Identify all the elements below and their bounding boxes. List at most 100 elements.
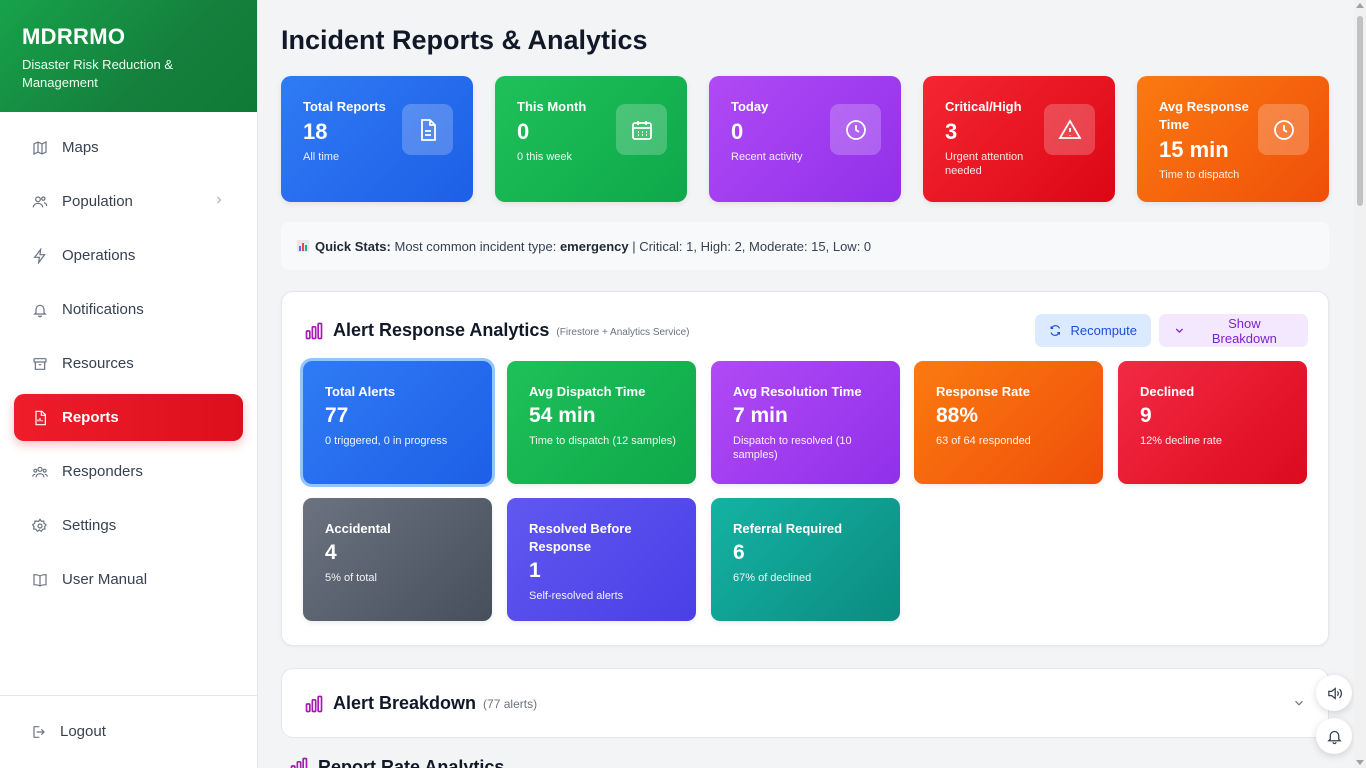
sidebar-item-label: Resources — [62, 355, 134, 372]
alert-card-total-alerts[interactable]: Total Alerts 77 0 triggered, 0 in progre… — [303, 361, 492, 484]
card-subtext: 67% of declined — [733, 572, 812, 584]
sidebar-item-settings[interactable]: Settings — [14, 502, 243, 549]
stat-label: Critical/High — [945, 99, 1022, 114]
stat-card-avg-response-time: Avg Response Time 15 min Time to dispatc… — [1137, 76, 1329, 202]
archive-icon — [32, 356, 48, 372]
sidebar-item-reports[interactable]: Reports — [14, 394, 243, 441]
panel-title: Alert Response Analytics — [333, 320, 550, 340]
scroll-up-arrow[interactable] — [1356, 3, 1364, 8]
sidebar-item-label: Reports — [62, 409, 119, 426]
quick-stats-label: Quick Stats: — [315, 239, 391, 254]
sidebar-item-responders[interactable]: Responders — [14, 448, 243, 495]
sidebar-item-label: Settings — [62, 517, 117, 534]
sidebar-item-label: Responders — [62, 463, 143, 480]
card-label: Total Alerts — [325, 384, 396, 399]
stat-value: 3 — [945, 119, 958, 144]
next-section-label: Report Rate Analytics — [318, 757, 505, 768]
map-icon — [32, 140, 48, 156]
bar-chart-icon — [305, 322, 323, 339]
clock-icon — [830, 104, 881, 155]
brand-header: MDRRMO Disaster Risk Reduction & Managem… — [0, 0, 257, 112]
scrollbar-thumb[interactable] — [1357, 16, 1363, 206]
sidebar-item-label: Notifications — [62, 301, 144, 318]
recompute-button[interactable]: Recompute — [1035, 314, 1151, 347]
brand-subtitle: Disaster Risk Reduction & Management — [22, 57, 173, 90]
sidebar-item-notifications[interactable]: Notifications — [14, 286, 243, 333]
document-icon — [402, 104, 453, 155]
card-value: 6 — [733, 541, 745, 564]
alert-card-avg-dispatch-time[interactable]: Avg Dispatch Time 54 min Time to dispatc… — [507, 361, 696, 484]
panel-header: Alert Breakdown (77 alerts) — [304, 693, 537, 714]
speaker-button[interactable] — [1316, 675, 1352, 711]
stat-label: Avg Response Time — [1159, 99, 1249, 132]
quick-stats-common-type: emergency — [559, 239, 629, 254]
card-subtext: Time to dispatch (12 samples) — [529, 435, 676, 447]
show-breakdown-button[interactable]: Show Breakdown — [1159, 314, 1308, 347]
page-title: Incident Reports & Analytics — [281, 25, 648, 55]
card-label: Resolved Before Response — [529, 521, 632, 554]
sidebar-footer: Logout — [0, 695, 257, 768]
panel-title: Alert Breakdown — [333, 693, 477, 713]
stat-subtext: Urgent attention needed — [945, 151, 1024, 177]
stat-subtext: Recent activity — [731, 151, 803, 163]
alert-card-declined[interactable]: Declined 9 12% decline rate — [1118, 361, 1307, 484]
card-value: 7 min — [733, 404, 788, 427]
chart-icon — [297, 240, 309, 252]
sidebar-item-maps[interactable]: Maps — [14, 124, 243, 171]
sidebar-item-label: Maps — [62, 139, 99, 156]
card-label: Response Rate — [936, 384, 1030, 399]
sidebar-item-label: Population — [62, 193, 133, 210]
stat-value: 0 — [517, 119, 530, 144]
refresh-icon — [1050, 325, 1061, 336]
card-value: 54 min — [529, 404, 596, 427]
panel-source-tag: (Firestore + Analytics Service) — [556, 326, 690, 338]
sidebar-item-resources[interactable]: Resources — [14, 340, 243, 387]
quick-stats-prefix: Most common incident type: — [394, 239, 560, 254]
bell-icon — [1326, 730, 1342, 744]
card-label: Avg Resolution Time — [733, 384, 862, 399]
stat-card-critical-high: Critical/High 3 Urgent attention needed — [923, 76, 1115, 202]
logout-button[interactable]: Logout — [30, 723, 106, 740]
sidebar-item-operations[interactable]: Operations — [14, 232, 243, 279]
gear-icon — [32, 517, 48, 534]
clock-icon — [1258, 104, 1309, 155]
panel-header: Alert Response Analytics (Firestore + An… — [304, 320, 690, 341]
calendar-icon — [616, 104, 667, 155]
card-subtext: Self-resolved alerts — [529, 590, 624, 602]
logout-label: Logout — [60, 723, 106, 740]
warning-icon — [1044, 104, 1095, 155]
stat-card-this-month: This Month 0 0 this week — [495, 76, 687, 202]
stat-card-total-reports: Total Reports 18 All time — [281, 76, 473, 202]
chevron-right-icon — [217, 196, 222, 204]
stat-subtext: 0 this week — [517, 151, 573, 163]
brand-title: MDRRMO — [22, 24, 126, 49]
card-label: Accidental — [325, 521, 391, 536]
sidebar-item-label: Operations — [62, 247, 136, 264]
alert-card-avg-resolution-time[interactable]: Avg Resolution Time 7 min Dispatch to re… — [711, 361, 900, 484]
sidebar-nav: Maps Population Operations Notifications… — [14, 124, 243, 610]
card-label: Avg Dispatch Time — [529, 384, 646, 399]
speaker-icon — [1327, 686, 1342, 700]
card-label: Declined — [1140, 384, 1195, 399]
quick-stats-bar: Quick Stats: Most common incident type: … — [281, 222, 1329, 270]
scroll-down-arrow[interactable] — [1356, 760, 1364, 765]
card-value: 1 — [529, 559, 541, 582]
card-value: 4 — [325, 541, 337, 564]
bar-chart-icon — [290, 757, 308, 768]
alert-card-resolved-before-response[interactable]: Resolved Before Response 1 Self-resolved… — [507, 498, 696, 621]
alert-response-analytics-panel: Alert Response Analytics (Firestore + An… — [281, 291, 1329, 646]
alert-card-response-rate[interactable]: Response Rate 88% 63 of 64 responded — [914, 361, 1103, 484]
people-icon — [32, 464, 48, 480]
card-value: 9 — [1140, 404, 1152, 427]
sidebar-item-user-manual[interactable]: User Manual — [14, 556, 243, 603]
stat-value: 18 — [303, 119, 328, 144]
alert-count: (77 alerts) — [483, 697, 538, 711]
alert-card-referral-required[interactable]: Referral Required 6 67% of declined — [711, 498, 900, 621]
book-icon — [32, 572, 48, 588]
chevron-down-icon[interactable] — [1292, 696, 1306, 710]
sidebar-item-population[interactable]: Population — [14, 178, 243, 225]
notification-bell-button[interactable] — [1316, 718, 1352, 754]
alert-card-accidental[interactable]: Accidental 4 5% of total — [303, 498, 492, 621]
alert-breakdown-panel[interactable]: Alert Breakdown (77 alerts) — [281, 668, 1329, 738]
scrollbar[interactable] — [1354, 0, 1366, 768]
